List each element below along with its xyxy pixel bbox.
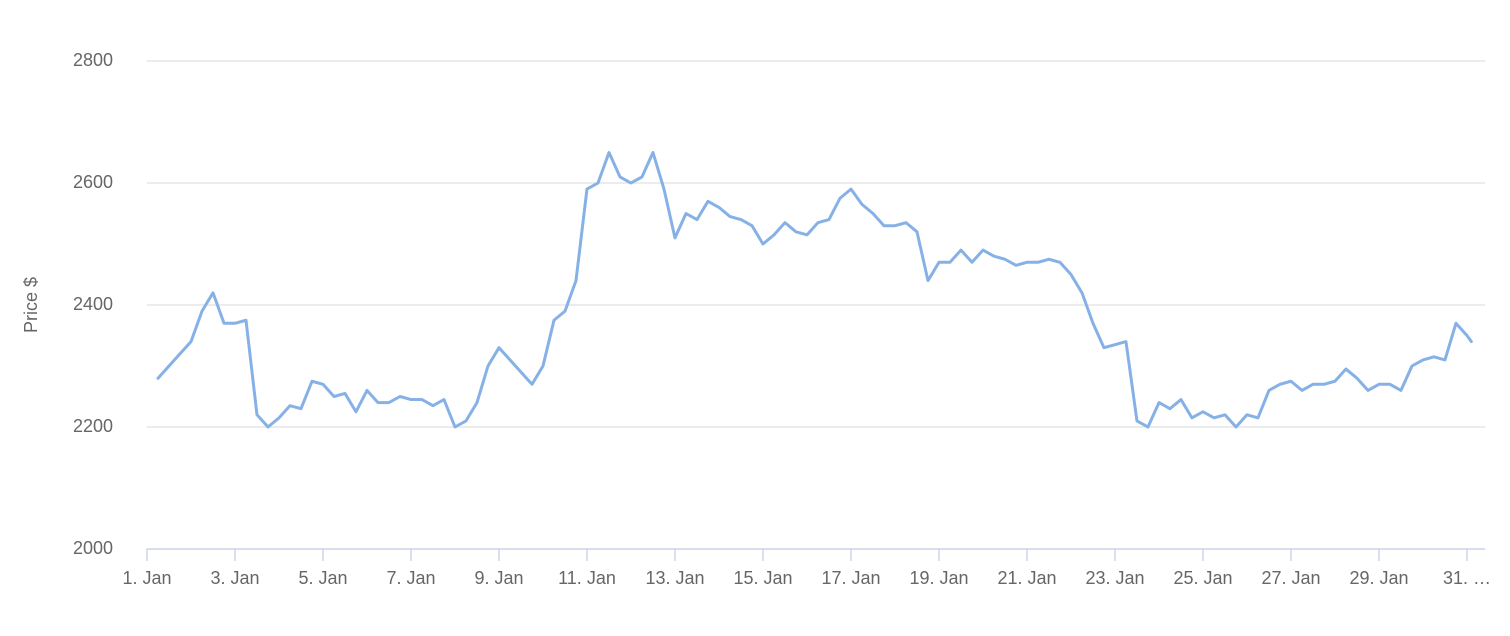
price-line bbox=[156, 151, 1473, 429]
x-tick-label: 7. Jan bbox=[386, 568, 435, 588]
x-tick-label: 11. Jan bbox=[558, 568, 616, 588]
y-tick-label: 2000 bbox=[73, 538, 113, 558]
x-tick-label: 9. Jan bbox=[474, 568, 523, 588]
x-tick-label: 31. … bbox=[1443, 568, 1491, 588]
y-tick-label: 2800 bbox=[73, 50, 113, 70]
y-tick-label: 2400 bbox=[73, 294, 113, 314]
x-tick-label: 27. Jan bbox=[1261, 568, 1320, 588]
x-tick-label: 23. Jan bbox=[1085, 568, 1144, 588]
y-tick-label: 2200 bbox=[73, 416, 113, 436]
y-axis-title: Price $ bbox=[21, 277, 41, 333]
x-tick-label: 17. Jan bbox=[821, 568, 880, 588]
x-tick-label: 21. Jan bbox=[997, 568, 1056, 588]
y-tick-label: 2600 bbox=[73, 172, 113, 192]
x-tick-label: 13. Jan bbox=[645, 568, 704, 588]
x-tick-label: 29. Jan bbox=[1349, 568, 1408, 588]
x-tick-label: 1. Jan bbox=[122, 568, 171, 588]
x-tick-label: 3. Jan bbox=[210, 568, 259, 588]
x-tick-label: 25. Jan bbox=[1173, 568, 1232, 588]
x-tick-label: 19. Jan bbox=[909, 568, 968, 588]
x-tick-label: 15. Jan bbox=[733, 568, 792, 588]
x-tick-label: 5. Jan bbox=[298, 568, 347, 588]
